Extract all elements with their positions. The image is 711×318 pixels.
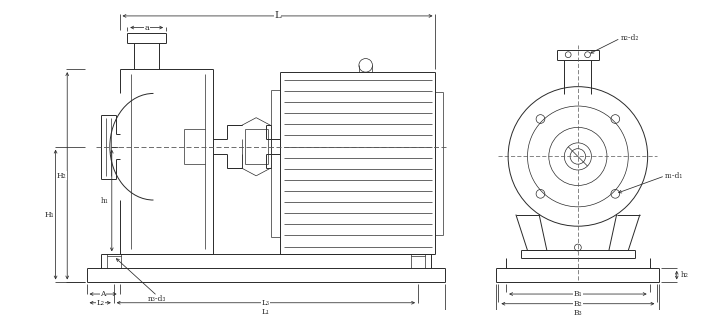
Text: n₂-d₂: n₂-d₂ <box>621 34 639 42</box>
Text: B₂: B₂ <box>574 300 582 308</box>
Text: a: a <box>144 24 149 31</box>
Text: B₃: B₃ <box>574 309 582 317</box>
Text: A: A <box>100 290 106 298</box>
Text: L₃: L₃ <box>262 299 270 307</box>
Text: L₂: L₂ <box>96 299 105 307</box>
Text: h₁: h₁ <box>101 197 109 204</box>
Text: B₁: B₁ <box>574 290 582 298</box>
Text: L: L <box>274 11 281 20</box>
Text: n₁-d₁: n₁-d₁ <box>665 172 683 180</box>
Text: L₁: L₁ <box>262 308 270 316</box>
Text: h₂: h₂ <box>680 271 688 279</box>
Text: n₃-d₃: n₃-d₃ <box>148 295 166 303</box>
Text: H₂: H₂ <box>57 172 66 180</box>
Text: H₁: H₁ <box>45 211 55 218</box>
